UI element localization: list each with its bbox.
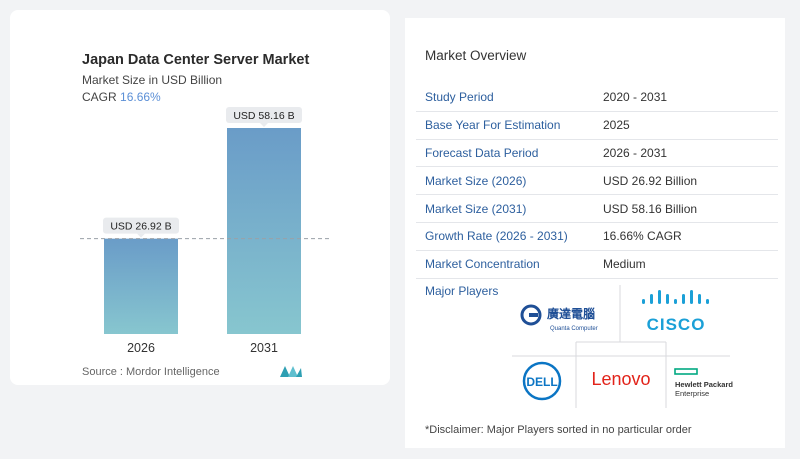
overview-row: Forecast Data Period 2026 - 2031 [416,140,778,168]
bar-chart: USD 26.92 B 2026 USD 58.16 B 2031 [80,107,330,355]
chart-subtitle: Market Size in USD Billion [82,73,223,87]
cagr-label: CAGR [82,90,117,104]
overview-row: Market Size (2026) USD 26.92 Billion [416,167,778,196]
cagr-value: 16.66% [120,90,161,104]
cagr-line: CAGR 16.66% [82,90,161,104]
overview-row: Base Year For Estimation 2025 [416,112,778,140]
data-label-bg [226,107,302,123]
category-label: 2026 [127,341,155,355]
overview-row-value: USD 58.16 Billion [603,201,698,216]
data-label-pointer [260,123,268,127]
overview-row-value: USD 26.92 Billion [603,173,698,188]
overview-row-label: Base Year For Estimation [425,118,561,133]
overview-row-label: Growth Rate (2026 - 2031) [425,229,568,244]
overview-row-label: Forecast Data Period [425,145,539,160]
data-label-pointer [137,233,145,238]
source-credit: Source : Mordor Intelligence [82,366,220,378]
overview-row-label: Market Size (2031) [425,201,527,216]
mordor-intelligence-logo [280,366,302,377]
overview-row-label: Study Period [425,90,494,105]
overview-row-value: Medium [603,257,646,272]
disclaimer: *Disclaimer: Major Players sorted in no … [425,424,692,436]
overview-table: Study Period 2020 - 2031 Base Year For Est… [416,84,778,279]
overview-row-value: 2025 [603,118,630,133]
market-overview-panel [405,18,785,448]
overview-row: Market Size (2031) USD 58.16 Billion [416,195,778,223]
market-chart-card [10,10,390,385]
category-label: 2031 [250,341,278,355]
data-label: USD 26.92 B [110,221,171,233]
major-players-label: Major Players [425,284,499,298]
overview-row: Growth Rate (2026 - 2031) 16.66% CAGR [416,223,778,251]
data-label: USD 58.16 B [233,110,294,122]
overview-title: Market Overview [425,48,527,63]
overview-row-value: 2020 - 2031 [603,90,668,105]
bar-2026 [104,238,178,334]
chart-title: Japan Data Center Server Market [82,52,310,68]
overview-row-label: Market Size (2026) [425,173,527,188]
bar-2031 [227,128,301,334]
overview-row: Study Period 2020 - 2031 [416,84,778,112]
overview-row: Market Concentration Medium [416,251,778,279]
overview-row-value: 16.66% CAGR [603,229,682,244]
overview-row-label: Market Concentration [425,257,540,272]
overview-row-value: 2026 - 2031 [603,145,668,160]
data-label-bg [103,217,179,234]
